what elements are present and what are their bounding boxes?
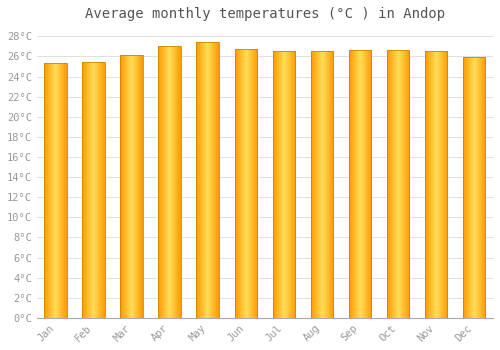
Bar xyxy=(44,63,67,318)
Bar xyxy=(386,50,409,318)
Bar xyxy=(424,51,448,318)
Bar xyxy=(196,42,220,318)
Bar xyxy=(234,49,258,318)
Bar xyxy=(310,51,334,318)
Bar xyxy=(272,51,295,318)
Bar xyxy=(462,57,485,318)
Title: Average monthly temperatures (°C ) in Andop: Average monthly temperatures (°C ) in An… xyxy=(85,7,445,21)
Bar xyxy=(158,47,182,318)
Bar xyxy=(120,55,144,318)
Bar xyxy=(82,62,105,318)
Bar xyxy=(348,50,372,318)
